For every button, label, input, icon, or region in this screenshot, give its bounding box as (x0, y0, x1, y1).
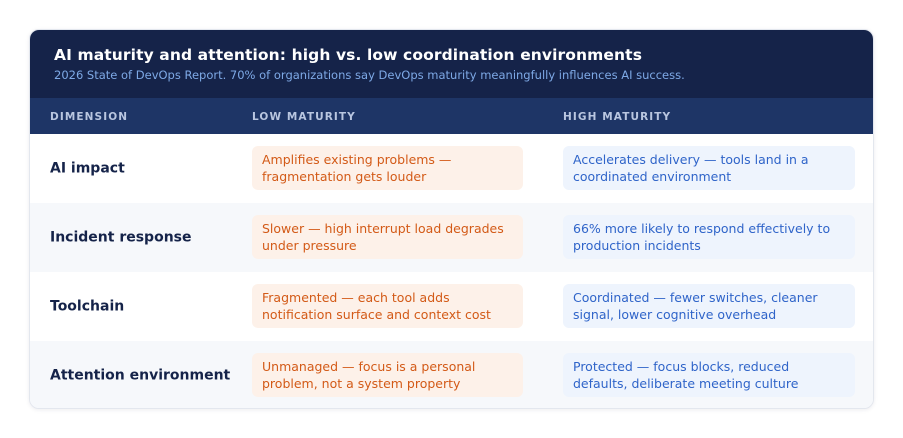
row-dimension-label: Incident response (50, 229, 192, 245)
high-maturity-cell: Protected — focus blocks, reduced defaul… (563, 353, 855, 397)
low-maturity-cell: Fragmented — each tool adds notification… (252, 284, 523, 328)
table-column-header: DIMENSION LOW MATURITY HIGH MATURITY (30, 98, 873, 134)
table-row: Attention environment Unmanaged — focus … (30, 341, 873, 408)
high-maturity-cell: Accelerates delivery — tools land in a c… (563, 146, 855, 190)
high-maturity-cell: 66% more likely to respond effectively t… (563, 215, 855, 259)
column-header-low-maturity: LOW MATURITY (252, 111, 356, 123)
comparison-card: AI maturity and attention: high vs. low … (29, 29, 874, 409)
page-subtitle: 2026 State of DevOps Report. 70% of orga… (54, 68, 685, 82)
row-dimension-label: Toolchain (50, 298, 125, 314)
row-dimension-label: AI impact (50, 160, 125, 176)
low-maturity-cell: Unmanaged — focus is a personal problem,… (252, 353, 523, 397)
page-title: AI maturity and attention: high vs. low … (54, 46, 643, 64)
high-maturity-cell: Coordinated — fewer switches, cleaner si… (563, 284, 855, 328)
table-row: AI impact Amplifies existing problems — … (30, 134, 873, 203)
column-header-high-maturity: HIGH MATURITY (563, 111, 672, 123)
table-row: Incident response Slower — high interrup… (30, 203, 873, 272)
low-maturity-cell: Slower — high interrupt load degrades un… (252, 215, 523, 259)
low-maturity-cell: Amplifies existing problems — fragmentat… (252, 146, 523, 190)
row-dimension-label: Attention environment (50, 367, 231, 383)
table-row: Toolchain Fragmented — each tool adds no… (30, 272, 873, 341)
card-header: AI maturity and attention: high vs. low … (30, 30, 873, 98)
column-header-dimension: DIMENSION (50, 111, 129, 123)
